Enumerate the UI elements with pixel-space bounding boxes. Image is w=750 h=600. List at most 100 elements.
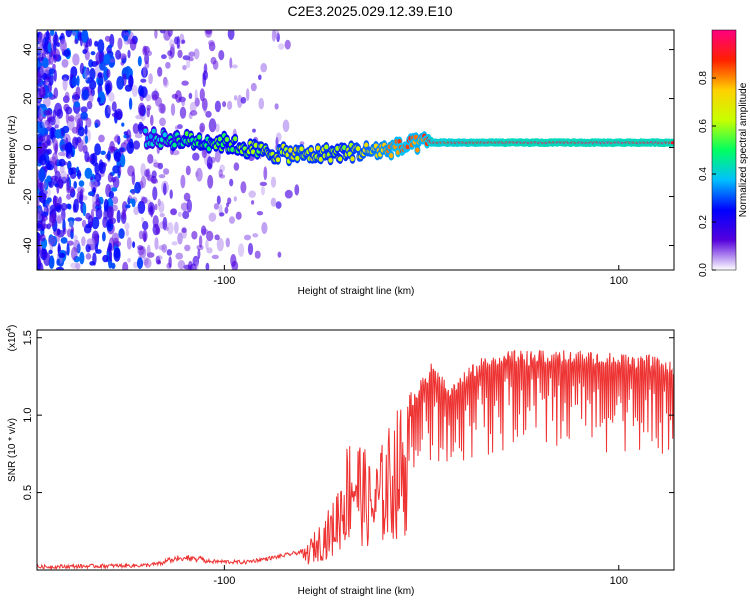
spectrogram-cell — [43, 133, 50, 141]
spectrogram-cell — [186, 199, 192, 213]
spectrogram-cell — [216, 195, 221, 205]
spectrogram-cell — [107, 150, 111, 161]
colorbar-tick-label: 0.0 — [698, 263, 709, 277]
spectrogram-cell — [160, 103, 166, 114]
spectrogram-cell — [142, 220, 149, 231]
spectrogram-cell — [52, 109, 57, 119]
x-tick-label: -100 — [213, 275, 235, 287]
spectrogram-cell — [83, 225, 92, 234]
spectrogram-cell — [260, 62, 268, 73]
spectrogram-cell — [128, 74, 134, 88]
snr-y-axis-label: SNR (10 * v/v) — [7, 418, 18, 482]
spectrogram-cell — [181, 39, 186, 44]
spectrogram-cell — [120, 154, 126, 168]
spectrogram-cell — [72, 53, 80, 66]
spectrogram-cell — [157, 259, 162, 265]
spectrogram-cell — [182, 55, 191, 61]
spectrogram-cell — [106, 68, 111, 78]
spectrogram-cell — [275, 201, 282, 209]
spectrogram-cell — [74, 217, 83, 222]
spectrogram-cell — [86, 238, 95, 247]
spectrogram-cell — [109, 217, 117, 224]
spectrogram-ridge-cell — [335, 145, 340, 151]
spectrogram-cell — [206, 247, 213, 254]
spectrogram-cell — [42, 57, 49, 69]
spectrogram-cell — [84, 68, 89, 81]
spectrogram-cell — [80, 106, 88, 113]
spectrogram-cell — [72, 137, 78, 150]
spectrogram-cell — [163, 78, 169, 88]
spectrogram-cell — [38, 168, 46, 182]
spectrogram-cell — [108, 249, 113, 262]
spectrogram-cell — [94, 173, 102, 182]
spectrogram-cell — [102, 231, 106, 242]
spectrogram-cell — [117, 37, 123, 50]
spectrogram-cell — [205, 30, 212, 35]
spectrogram-cell — [168, 55, 173, 60]
spectrogram-cell — [52, 137, 56, 147]
spectrogram-cell — [215, 123, 220, 133]
spectrogram-cell — [113, 151, 122, 163]
spectrogram-cell — [254, 250, 261, 259]
spectrogram-cell — [103, 53, 111, 65]
spectrogram-cell — [69, 73, 74, 79]
spectrogram-cell — [240, 181, 247, 194]
spectrogram-cell — [131, 171, 136, 186]
spectrogram-cell — [71, 246, 78, 261]
spectrogram-ridge-cell — [162, 132, 167, 138]
spectrogram-cell — [137, 245, 144, 251]
spectrogram-cell — [56, 108, 64, 119]
spectrogram-cell — [163, 30, 171, 41]
snr-series-line — [36, 350, 674, 571]
spectrogram-cell — [108, 58, 116, 63]
spectrogram-cell — [181, 96, 186, 107]
spectrogram-cell — [225, 237, 230, 248]
spectrogram-cell — [191, 230, 198, 240]
x-tick-label: 100 — [610, 575, 628, 587]
spectrogram-cell — [116, 209, 121, 224]
spectrogram-cell — [275, 136, 279, 147]
snr-panel: 1.51.00.5 -100 100 SNR (10 * v/v) (x104) … — [6, 325, 675, 597]
spectrogram-ridge-cell — [288, 147, 293, 153]
spectrogram-cell — [252, 128, 256, 133]
spectrogram-cell — [73, 198, 79, 213]
spectrogram-cell — [89, 261, 95, 266]
spectrogram-cell — [48, 68, 55, 75]
spectrogram-cell — [131, 84, 138, 97]
spectrogram-cell — [214, 234, 220, 241]
spectrogram-cell — [37, 257, 41, 265]
colorbar: 0.0 0.2 0.4 0.6 0.8 Normalized spectral ampl… — [698, 29, 749, 277]
spectrogram-cell — [43, 109, 51, 116]
spectrogram-cell — [143, 65, 147, 78]
spectrogram-cell — [85, 253, 92, 260]
spectrogram-cell — [213, 203, 219, 210]
spectrogram-cell — [127, 258, 131, 263]
spectrogram-cell — [187, 260, 193, 270]
spectrogram-cell — [127, 49, 131, 59]
spectrogram-cell — [42, 181, 48, 189]
spectrogram-cell — [37, 213, 40, 219]
spectrogram-cell — [233, 162, 240, 171]
spectrogram-cell — [97, 72, 102, 78]
spectrogram-ridge-cell — [230, 147, 235, 153]
snr-x-axis-label: Height of straight line (km) — [298, 586, 415, 597]
spectrogram-cell — [205, 239, 209, 250]
spectrogram-cell — [141, 67, 148, 78]
spectrogram-cell — [52, 63, 56, 70]
spectrogram-cell — [77, 126, 85, 137]
y-tick-label: 20 — [22, 92, 34, 104]
spectrogram-cell — [134, 133, 143, 139]
spectrogram-cell — [219, 212, 225, 217]
spectrogram-cell — [71, 76, 78, 88]
spectrogram-cell — [147, 202, 155, 216]
spectrogram-cell — [113, 135, 121, 143]
spectrogram-cell — [62, 77, 68, 91]
spectrogram-cell — [63, 49, 71, 57]
colorbar-tick-label: 0.4 — [698, 167, 709, 181]
spectrogram-cell — [81, 30, 89, 43]
spectrogram-cell — [136, 257, 144, 270]
spectrogram-cell — [90, 238, 96, 252]
spectrogram-cell — [73, 101, 80, 108]
spectrogram-cell — [169, 189, 173, 199]
spectrogram-cell — [75, 86, 81, 99]
